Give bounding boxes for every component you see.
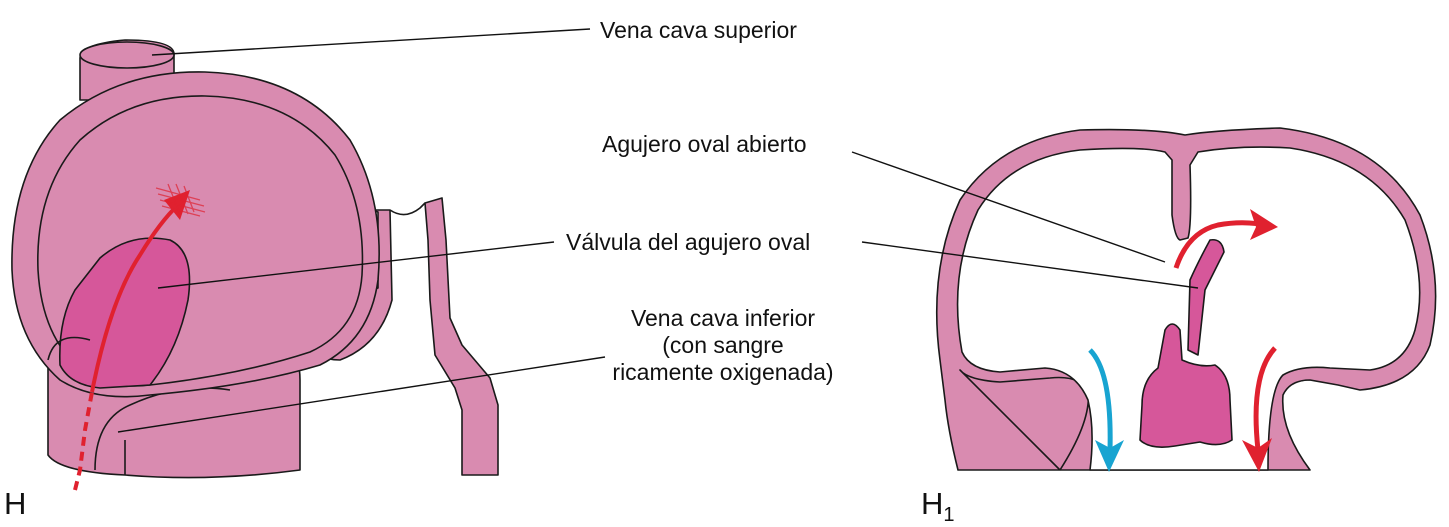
panel-label-right: H1 — [921, 486, 955, 527]
label-vena-cava-inferior-note-1: (con sangre — [662, 332, 784, 358]
label-vena-cava-inferior-title: Vena cava inferior — [630, 305, 816, 331]
panel-label-right-subscript: 1 — [943, 504, 955, 527]
label-vena-cava-inferior-note-2: ricamente oxigenada) — [612, 359, 834, 385]
panel-label-left: H — [4, 486, 27, 521]
leader-agujero-oval — [851, 151, 1166, 263]
foramen-ovale-valve — [58, 237, 191, 389]
septum-primum — [1139, 323, 1233, 448]
oxygenated-arrow-down — [1253, 346, 1277, 451]
leader-valvula-left — [157, 241, 555, 289]
flow-arrows-right — [1088, 209, 1278, 472]
oxygenated-arrow-top — [1173, 220, 1271, 269]
label-valvula-agujero-oval: Válvula del agujero oval — [566, 229, 811, 255]
label-vena-cava-inferior: Vena cava inferior (con sangre ricamente… — [578, 305, 868, 386]
oxygenated-flow-arrow-left — [73, 183, 206, 491]
outflow-vessel — [424, 197, 499, 476]
leader-lines — [117, 28, 1199, 433]
right-heart-section — [935, 127, 1437, 471]
label-vena-cava-superior: Vena cava superior — [600, 17, 797, 43]
leader-vena-cava-inferior — [117, 356, 606, 433]
panel-label-right-letter: H — [921, 486, 944, 521]
leader-superior-vena-cava — [151, 28, 591, 56]
leader-valvula-right — [861, 241, 1199, 289]
deoxygenated-arrow-down — [1088, 348, 1113, 451]
label-agujero-oval-abierto: Agujero oval abierto — [602, 131, 807, 157]
left-heart-view — [11, 39, 499, 479]
